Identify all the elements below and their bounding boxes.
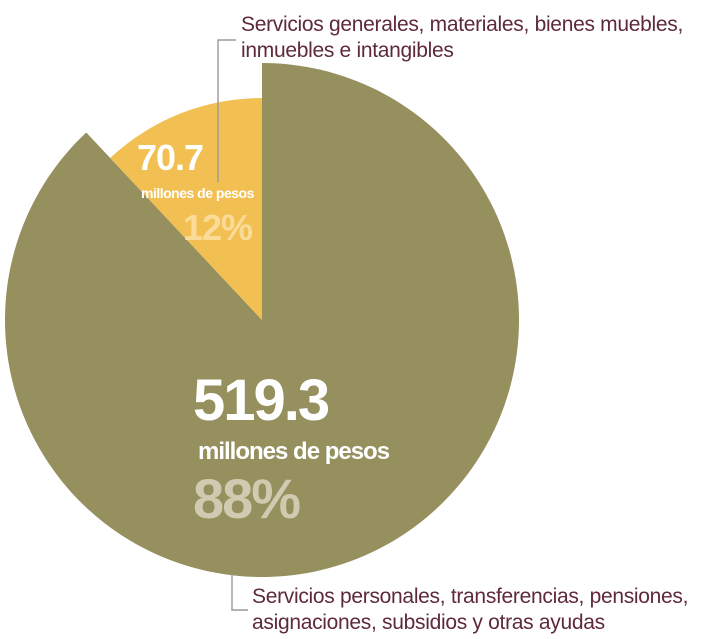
category-label-line: Servicios generales, materiales, bienes …	[241, 13, 683, 36]
category-label-line: asignaciones, subsidios y otras ayudas	[252, 611, 605, 634]
leader-line-large	[231, 574, 248, 611]
large-slice-unit: millones de pesos	[198, 438, 390, 465]
large-slice-value: 519.3	[193, 368, 329, 433]
leader-line-small	[217, 39, 236, 182]
category-label-line: Servicios personales, transferencias, pe…	[252, 585, 689, 608]
category-label-large-slice: Servicios personales, transferencias, pe…	[252, 584, 688, 636]
category-label-line: inmuebles e intangibles	[241, 39, 454, 62]
pie-slice-small	[110, 98, 262, 320]
pie-slice-large	[4, 63, 520, 578]
small-slice-unit: millones de pesos	[141, 185, 255, 201]
category-label-small-slice: Servicios generales, materiales, bienes …	[241, 12, 683, 64]
small-slice-percent: 12%	[183, 207, 253, 248]
large-slice-percent: 88%	[193, 467, 300, 530]
small-slice-value: 70.7	[137, 137, 203, 178]
